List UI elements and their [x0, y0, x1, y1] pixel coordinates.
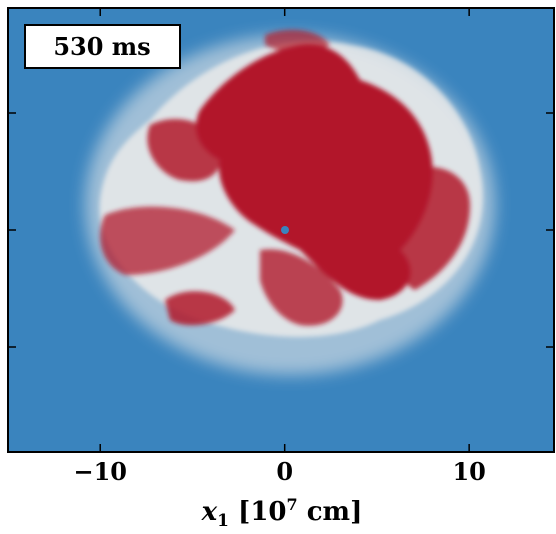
label-part: cm] — [298, 497, 363, 527]
annotation: 530 ms — [53, 32, 150, 61]
x-axis-label: x1 [107 cm] — [201, 495, 363, 530]
label-part: 1 — [217, 511, 229, 530]
label-part: [10 — [229, 497, 287, 527]
annotation-box — [24, 24, 181, 69]
x-tick-label: 10 — [452, 457, 485, 486]
x-tick-label: −10 — [73, 457, 127, 486]
label-part: 7 — [287, 495, 298, 514]
label-part: x — [201, 497, 218, 527]
field-image — [8, 8, 554, 452]
plumes — [100, 29, 470, 326]
core — [281, 226, 289, 234]
x-tick-label: 0 — [276, 457, 293, 486]
y-tick-marks — [8, 112, 554, 348]
